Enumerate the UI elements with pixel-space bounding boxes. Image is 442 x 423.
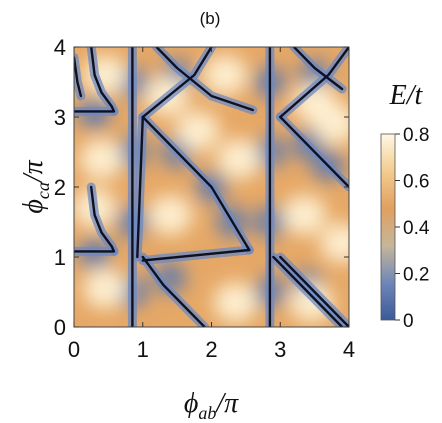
colorbar-tick-label: 0.4 bbox=[403, 218, 430, 239]
x-axis-label: ϕab/π bbox=[184, 388, 239, 423]
y-axis: 0 1 2 3 4 bbox=[54, 35, 349, 340]
x-axis: 0 1 2 3 4 bbox=[68, 47, 355, 362]
panel-label: (b) bbox=[200, 9, 221, 28]
high-energy-region bbox=[203, 55, 248, 95]
zero-curve bbox=[89, 185, 116, 253]
colorbar-tick-label: 0.2 bbox=[403, 265, 429, 286]
zero-curve bbox=[272, 255, 344, 327]
high-energy-region bbox=[217, 139, 261, 179]
zero-curve bbox=[141, 47, 213, 119]
zero-curve bbox=[279, 47, 349, 119]
high-energy-region bbox=[148, 195, 193, 235]
colorbar-tick-label: 0 bbox=[403, 311, 414, 332]
zero-curve bbox=[141, 248, 251, 262]
high-energy-region bbox=[282, 195, 327, 235]
x-tick-label: 2 bbox=[205, 337, 217, 362]
colorbar bbox=[380, 133, 396, 321]
y-tick-label: 2 bbox=[54, 175, 66, 200]
zero-curve bbox=[155, 47, 255, 112]
x-tick-label: 3 bbox=[274, 337, 286, 362]
x-tick-label: 0 bbox=[68, 337, 80, 362]
zero-curve bbox=[141, 115, 251, 252]
y-tick-label: 3 bbox=[54, 105, 66, 130]
zero-curve bbox=[89, 47, 116, 113]
high-energy-region bbox=[213, 282, 258, 323]
y-axis-label: ϕca/π bbox=[18, 159, 53, 213]
y-tick-label: 1 bbox=[54, 245, 66, 270]
high-energy-region bbox=[82, 268, 127, 309]
zero-curve bbox=[74, 56, 83, 98]
zero-energy-curves bbox=[74, 47, 349, 327]
y-tick-label: 4 bbox=[54, 35, 66, 60]
zero-curve bbox=[279, 255, 349, 327]
x-tick-label: 1 bbox=[137, 337, 149, 362]
zero-curve bbox=[279, 115, 349, 189]
zero-curve bbox=[141, 255, 206, 327]
zero-curve bbox=[292, 47, 344, 91]
high-energy-region bbox=[320, 223, 349, 263]
colorbar-tick-label: 0.8 bbox=[403, 125, 429, 146]
colorbar-label: E/t bbox=[389, 80, 424, 111]
zero-curve bbox=[136, 115, 145, 259]
x-tick-label: 4 bbox=[343, 337, 355, 362]
heatmap bbox=[73, 46, 350, 328]
colorbar-tick-label: 0.6 bbox=[403, 172, 429, 193]
high-energy-region bbox=[175, 111, 220, 151]
colorbar-ticks: 0 0.2 0.4 0.6 0.8 bbox=[395, 125, 430, 332]
high-energy-region bbox=[79, 139, 124, 179]
y-tick-label: 0 bbox=[54, 315, 66, 340]
